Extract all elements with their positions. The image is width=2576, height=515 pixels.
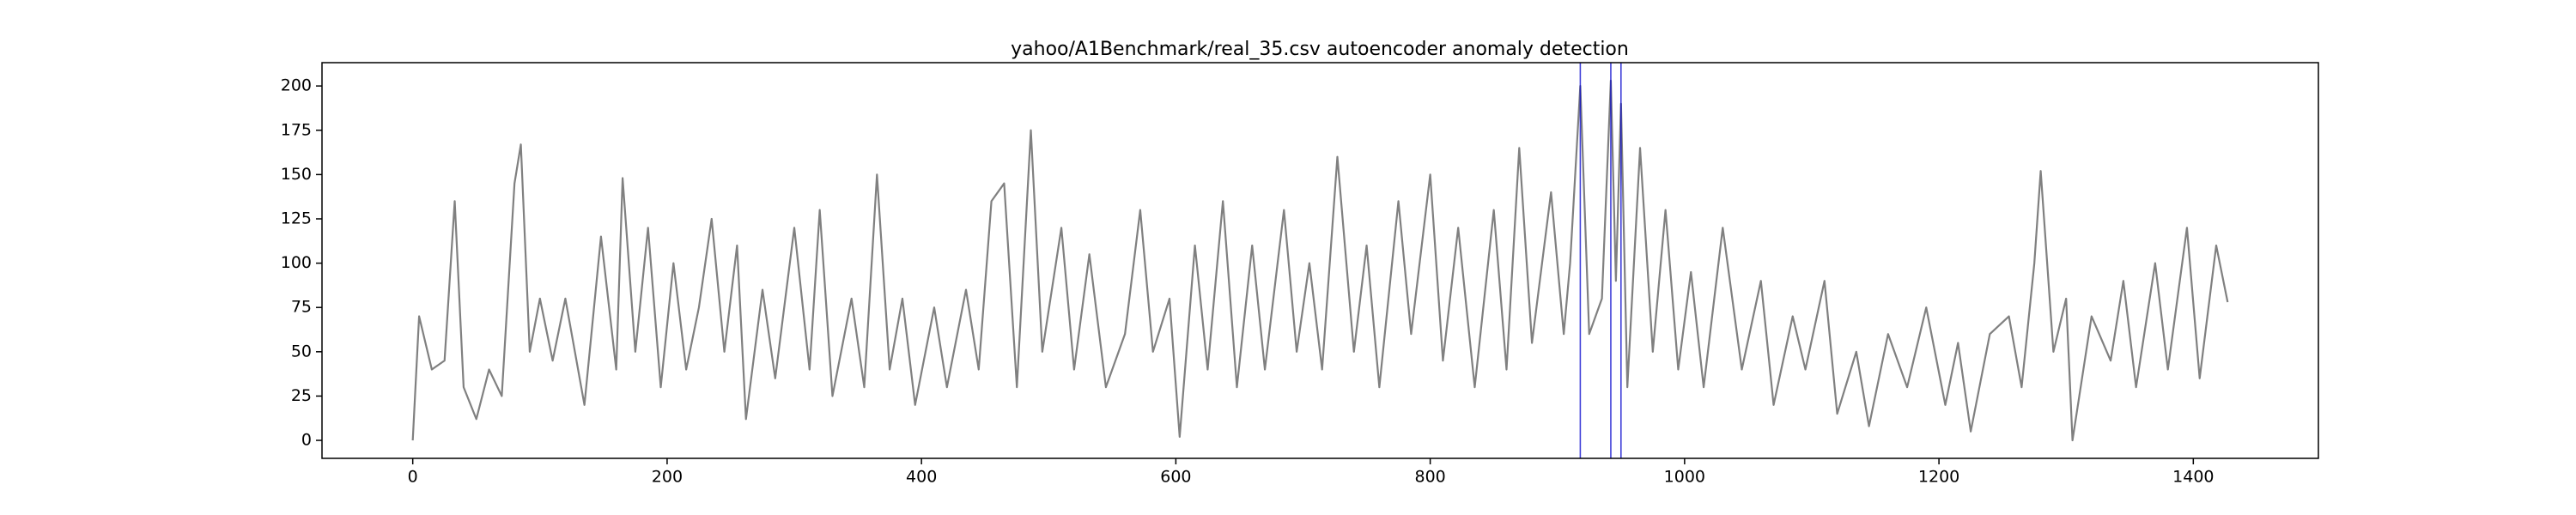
x-tick-label: 200 <box>652 468 683 487</box>
y-tick-label: 50 <box>291 342 312 360</box>
x-tick-label: 1400 <box>2172 468 2214 487</box>
plot-frame <box>321 62 2319 459</box>
y-tick-label: 125 <box>281 209 312 227</box>
x-tick-label: 1000 <box>1664 468 1705 487</box>
x-tick-label: 800 <box>1414 468 1445 487</box>
y-tick-label: 175 <box>281 120 312 139</box>
y-tick-label: 100 <box>281 253 312 272</box>
chart-title: yahoo/A1Benchmark/real_35.csv autoencode… <box>1011 39 1629 60</box>
y-tick-label: 200 <box>281 76 312 95</box>
x-tick-label: 600 <box>1160 468 1191 487</box>
x-tick-label: 1200 <box>1918 468 1959 487</box>
x-tick-label: 400 <box>906 468 937 487</box>
y-tick-label: 150 <box>281 165 312 184</box>
data-line <box>411 79 2229 442</box>
y-tick-label: 75 <box>291 298 312 317</box>
x-tick-label: 0 <box>408 468 418 487</box>
y-tick-label: 25 <box>291 386 312 405</box>
y-tick-label: 0 <box>301 431 312 450</box>
